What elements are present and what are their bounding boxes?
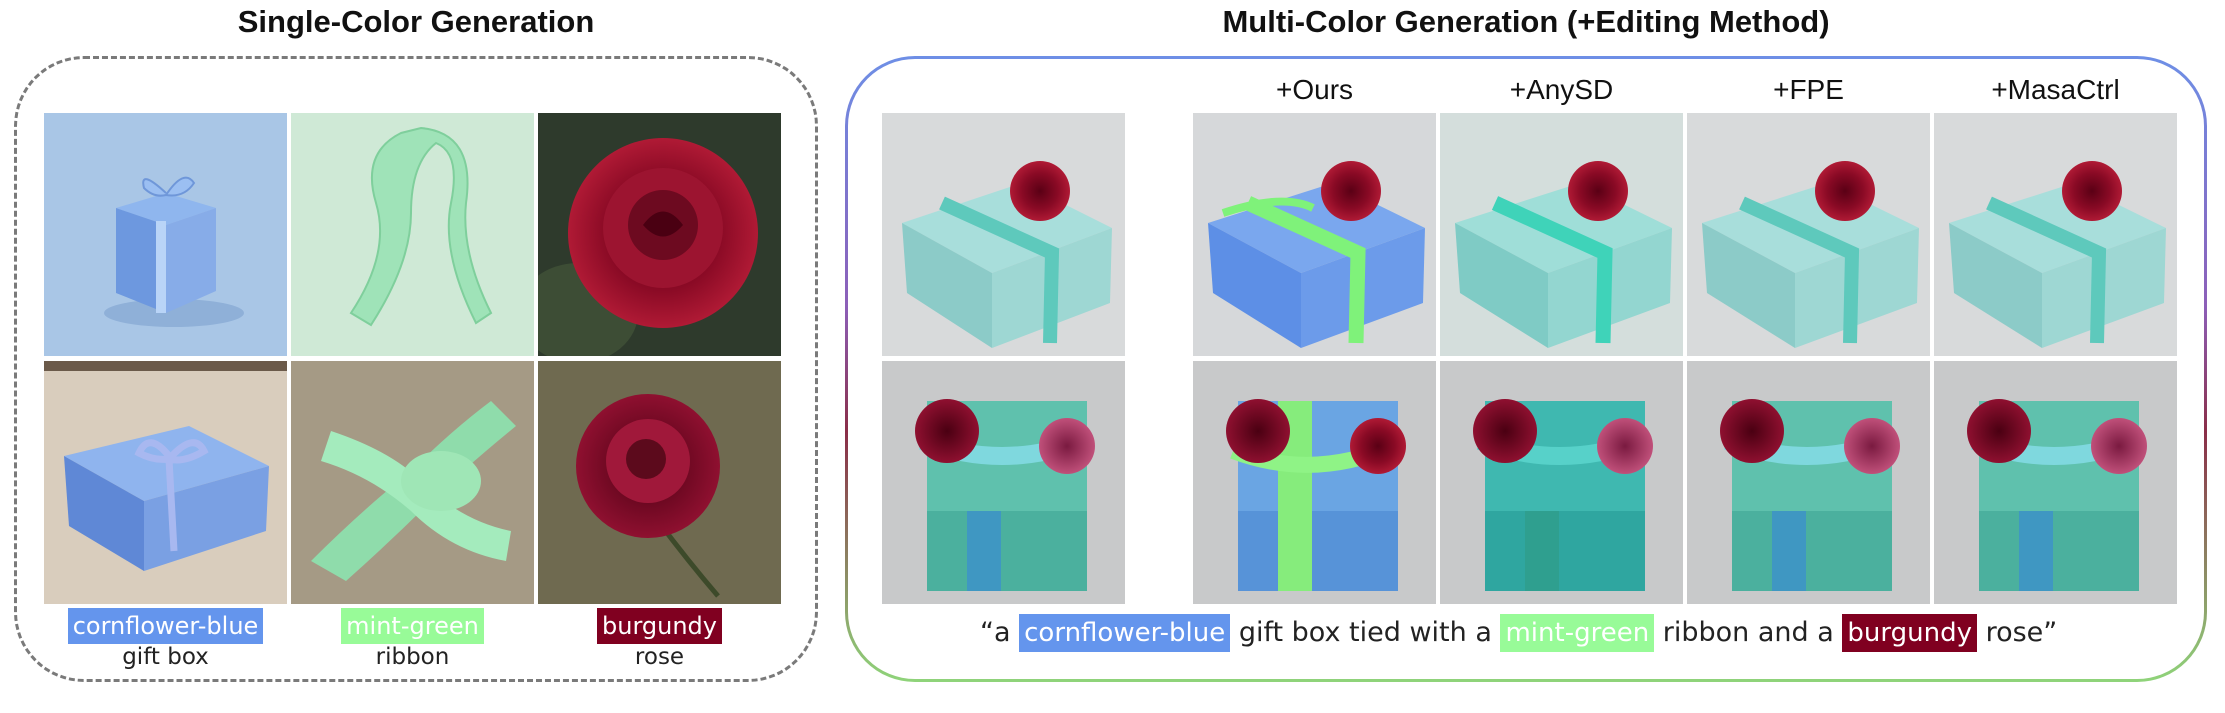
- ours-gift-image-1: [1193, 113, 1436, 356]
- blue-gift-box-image-2: [44, 361, 287, 604]
- burgundy-rose-image-2: [538, 361, 781, 604]
- mint-ribbon-image-2: [291, 361, 534, 604]
- masactrl-gift-image-1: [1934, 113, 2177, 356]
- single-color-panel: [14, 56, 818, 682]
- fpe-gift-image-2: [1687, 361, 1930, 604]
- blue-gift-box-image-1: [44, 113, 287, 356]
- prompt-close: rose”: [1985, 617, 2058, 648]
- method-label-masactrl: +MasaCtrl: [1991, 74, 2120, 105]
- caption-chip-2: mint-green: [291, 608, 534, 644]
- prompt-text-1: gift box tied with a: [1238, 617, 1492, 648]
- caption-object-3: rose: [634, 644, 685, 670]
- base-gift-image-2: [882, 361, 1125, 604]
- anysd-gift-image-1: [1440, 113, 1683, 356]
- prompt-color-cornflower-blue: cornflower-blue: [1019, 614, 1231, 652]
- prompt-color-burgundy: burgundy: [1842, 614, 1977, 652]
- caption-object-1: gift box: [122, 644, 209, 670]
- mint-ribbon-image-1: [291, 113, 534, 356]
- color-word-mint-green: mint-green: [341, 608, 484, 644]
- method-label-anysd: +AnySD: [1509, 74, 1614, 105]
- caption-chip-3: burgundy: [538, 608, 781, 644]
- prompt-color-mint-green: mint-green: [1500, 614, 1655, 652]
- method-label-ours: +Ours: [1275, 74, 1354, 105]
- fpe-gift-image-1: [1687, 113, 1930, 356]
- multi-color-prompt: “a cornflower-blue gift box tied with a …: [980, 614, 2057, 652]
- anysd-gift-image-2: [1440, 361, 1683, 604]
- base-gift-image-1: [882, 113, 1125, 356]
- color-word-burgundy: burgundy: [597, 608, 722, 644]
- caption-chip-1: cornflower-blue: [44, 608, 287, 644]
- method-label-fpe: +FPE: [1773, 74, 1844, 105]
- single-color-title: Single-Color Generation: [237, 4, 595, 39]
- color-word-cornflower-blue: cornflower-blue: [67, 608, 264, 644]
- burgundy-rose-image-1: [538, 113, 781, 356]
- prompt-text-2: ribbon and a: [1662, 617, 1834, 648]
- multi-color-title: Multi-Color Generation (+Editing Method): [1222, 4, 1830, 39]
- masactrl-gift-image-2: [1934, 361, 2177, 604]
- ours-gift-image-2: [1193, 361, 1436, 604]
- prompt-open: “a: [980, 617, 1011, 648]
- caption-object-2: ribbon: [375, 644, 450, 670]
